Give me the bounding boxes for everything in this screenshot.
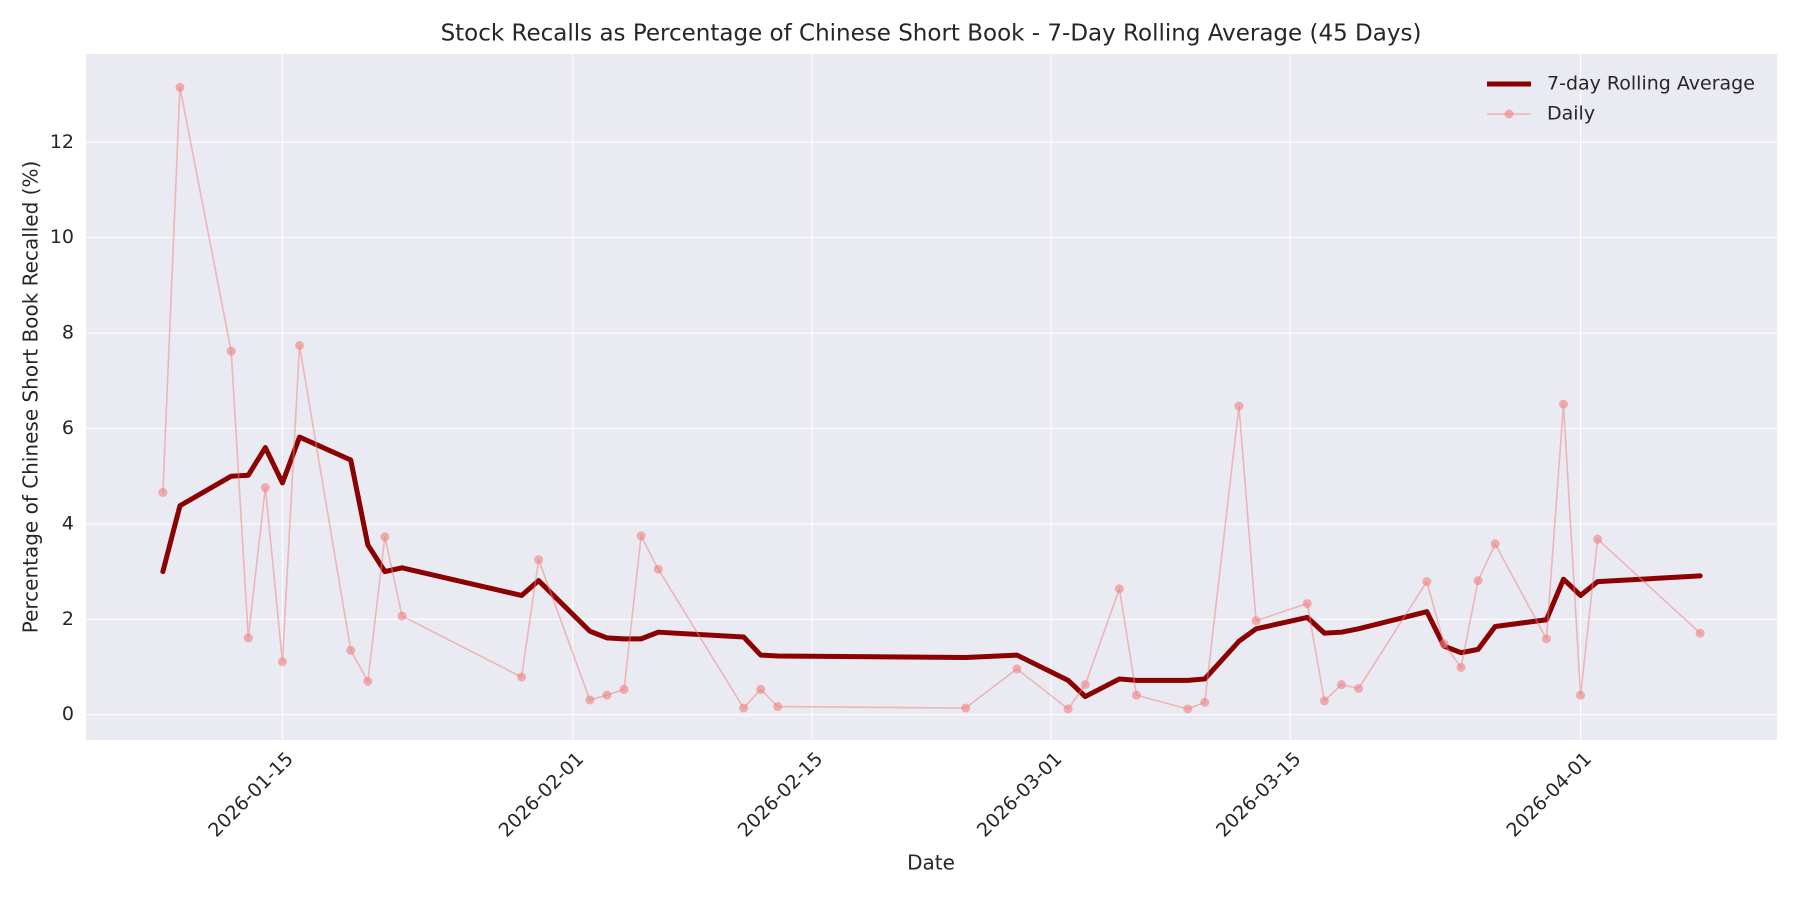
point [773,702,783,712]
point [517,672,527,682]
point [397,611,407,621]
point [1200,697,1210,707]
point [243,633,253,643]
point [1302,599,1312,609]
x-tick-label: 2026-02-15 [734,748,828,842]
y-tick-label: 8 [62,322,74,344]
point [346,645,356,655]
point [158,487,168,497]
x-tick-label: 2026-03-15 [1212,748,1306,842]
point [380,532,390,542]
point [1422,577,1432,587]
y-tick-label: 6 [62,417,74,439]
x-axis-label: Date [907,851,955,875]
x-tick-label: 2026-02-01 [495,748,589,842]
y-tick-label: 4 [62,512,74,534]
point [1319,696,1329,706]
point [1576,690,1586,700]
series-0 [160,434,1703,700]
point [260,483,270,493]
legend-marker [1504,109,1514,119]
point [1131,690,1141,700]
point [1336,680,1346,690]
legend-label: 7-day Rolling Average [1547,73,1755,95]
point [1063,704,1073,714]
y-tick-label: 0 [62,703,74,725]
point [585,695,595,705]
point [1439,639,1449,649]
series-1 [158,82,1705,714]
x-tick-label: 2026-04-01 [1502,748,1596,842]
point [1080,680,1090,690]
point [1251,616,1261,626]
legend: 7-day Rolling Average Daily [1487,73,1755,125]
y-tick-label: 10 [50,226,74,248]
point [1541,634,1551,644]
point [226,346,236,356]
point [1012,664,1022,674]
point [636,531,646,541]
point [1593,534,1603,544]
point [739,703,749,713]
point [961,703,971,713]
point [756,684,766,694]
x-tick-label: 2026-03-01 [973,748,1067,842]
point [1473,576,1483,586]
point [1114,584,1124,594]
y-tick-label: 2 [62,608,74,630]
line [160,434,1703,700]
x-tick-label: 2026-01-15 [204,748,298,842]
y-tick-label: 12 [50,131,74,153]
point [602,690,612,700]
point [277,657,287,667]
point [1183,704,1193,714]
point [653,564,663,574]
point [619,684,629,694]
plot-area [86,54,1777,740]
chart-title: Stock Recalls as Percentage of Chinese S… [441,21,1422,47]
y-axis-label: Percentage of Chinese Short Book Recalle… [19,161,43,634]
point [1558,399,1568,409]
point [1490,539,1500,549]
legend-label: Daily [1547,103,1595,125]
point [1695,628,1705,638]
point [1354,683,1364,693]
point [534,555,544,565]
point [1456,662,1466,672]
point [1234,401,1244,411]
point [295,340,305,350]
point [175,82,185,92]
point [363,676,373,686]
